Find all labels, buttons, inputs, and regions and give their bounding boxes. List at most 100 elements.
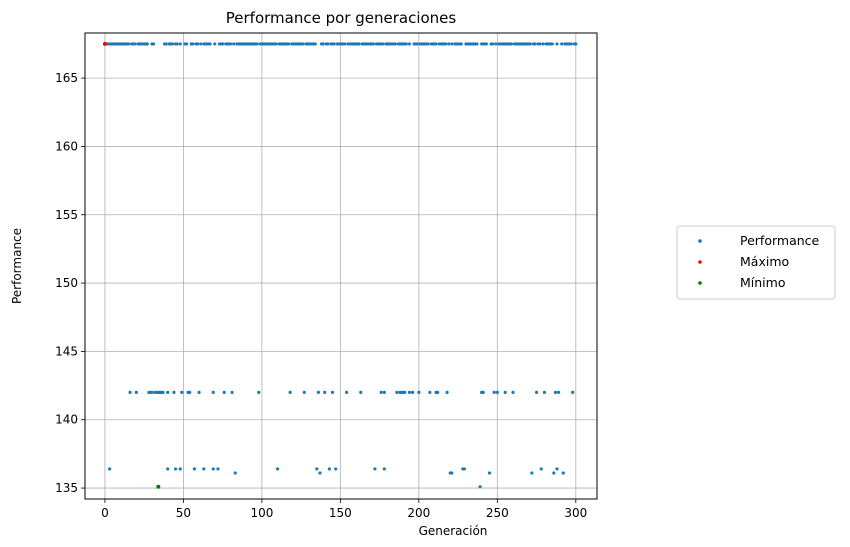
- x-axis-title: Generación: [419, 524, 488, 538]
- legend-marker-performance: [698, 239, 702, 243]
- y-tick-label: 135: [55, 481, 78, 495]
- performance-point: [178, 467, 182, 471]
- performance-point: [407, 42, 412, 46]
- performance-point: [318, 471, 322, 475]
- performance-point: [552, 471, 556, 475]
- performance-point: [555, 467, 559, 471]
- performance-point: [232, 42, 236, 46]
- performance-point: [434, 42, 438, 46]
- performance-point: [180, 390, 184, 395]
- y-axis-title: Performance: [10, 228, 24, 304]
- performance-point: [560, 42, 564, 46]
- performance-point: [166, 467, 170, 471]
- performance-point: [211, 390, 215, 395]
- performance-point: [495, 390, 499, 395]
- performance-point: [288, 390, 292, 395]
- performance-point: [222, 390, 226, 395]
- performance-point: [197, 390, 201, 395]
- performance-point: [330, 390, 335, 395]
- performance-point: [553, 390, 558, 395]
- performance-point: [382, 467, 386, 471]
- x-tick-label: 100: [250, 506, 273, 520]
- performance-point: [145, 42, 149, 46]
- performance-point: [345, 390, 349, 395]
- performance-point: [343, 42, 347, 46]
- x-tick-label: 250: [486, 506, 509, 520]
- performance-point: [407, 390, 412, 395]
- performance-point: [382, 390, 386, 395]
- legend-label-minimo: Mínimo: [740, 275, 785, 290]
- x-tick-label: 50: [176, 506, 191, 520]
- performance-point: [556, 390, 561, 395]
- performance-point: [233, 471, 237, 475]
- performance-point: [323, 390, 327, 395]
- performance-point: [571, 390, 575, 395]
- performance-point: [332, 42, 336, 46]
- y-tick-label: 150: [55, 276, 78, 290]
- performance-point: [478, 485, 482, 489]
- performance-point: [315, 467, 319, 471]
- performance-point: [175, 42, 179, 46]
- performance-point: [199, 42, 203, 46]
- x-tick-label: 300: [564, 506, 587, 520]
- performance-point: [126, 42, 131, 46]
- x-tick-label: 150: [329, 506, 352, 520]
- legend-box: [676, 225, 836, 300]
- performance-point: [426, 42, 430, 46]
- legend-label-maximo: Máximo: [740, 254, 789, 269]
- performance-point: [188, 390, 192, 395]
- performance-point: [301, 42, 305, 46]
- performance-point: [509, 42, 514, 46]
- performance-point: [542, 390, 547, 395]
- performance-point: [445, 390, 449, 395]
- performance-point: [450, 471, 454, 475]
- performance-point: [484, 42, 488, 46]
- performance-point: [316, 390, 320, 395]
- performance-point: [404, 42, 408, 46]
- performance-point: [550, 42, 554, 46]
- plot-frame: [84, 32, 598, 500]
- performance-point: [191, 42, 195, 46]
- performance-point: [503, 390, 507, 395]
- performance-point: [511, 390, 515, 395]
- minimo-point: [156, 484, 161, 489]
- performance-point: [417, 390, 421, 395]
- performance-point: [574, 42, 578, 46]
- performance-point: [321, 42, 325, 46]
- performance-point: [528, 42, 532, 46]
- performance-point: [534, 390, 539, 395]
- legend: Performance Máximo Mínimo: [676, 225, 836, 300]
- performance-point: [403, 390, 407, 395]
- performance-point: [313, 42, 317, 46]
- performance-point: [151, 42, 156, 46]
- performance-point: [462, 467, 466, 471]
- performance-point: [192, 467, 197, 471]
- performance-point: [161, 390, 165, 395]
- performance-point: [475, 42, 479, 46]
- grid: [85, 33, 597, 499]
- performance-point: [184, 42, 189, 46]
- performance-point: [443, 42, 448, 46]
- performance-point: [202, 467, 206, 471]
- legend-marker-minimo: [698, 281, 702, 285]
- y-tick-label: 145: [55, 344, 78, 358]
- x-axis: 0 50 100 150 200 250 300: [101, 499, 587, 520]
- performance-point: [208, 42, 212, 46]
- performance-point: [561, 471, 565, 475]
- performance-point: [428, 390, 432, 395]
- performance-point: [178, 42, 182, 46]
- y-axis: 135 140 145 150 155 160 165: [55, 71, 85, 495]
- performance-point: [195, 42, 200, 46]
- x-tick-label: 0: [101, 506, 109, 520]
- performance-point: [334, 467, 338, 471]
- performance-point: [539, 467, 543, 471]
- performance-point: [359, 390, 363, 395]
- performance-point: [492, 390, 496, 395]
- performance-point: [173, 467, 178, 471]
- performance-point: [538, 42, 542, 46]
- performance-point: [128, 390, 132, 395]
- performance-point: [459, 42, 463, 46]
- performance-point: [257, 390, 261, 395]
- performance-point: [393, 42, 397, 46]
- performance-point: [555, 42, 559, 46]
